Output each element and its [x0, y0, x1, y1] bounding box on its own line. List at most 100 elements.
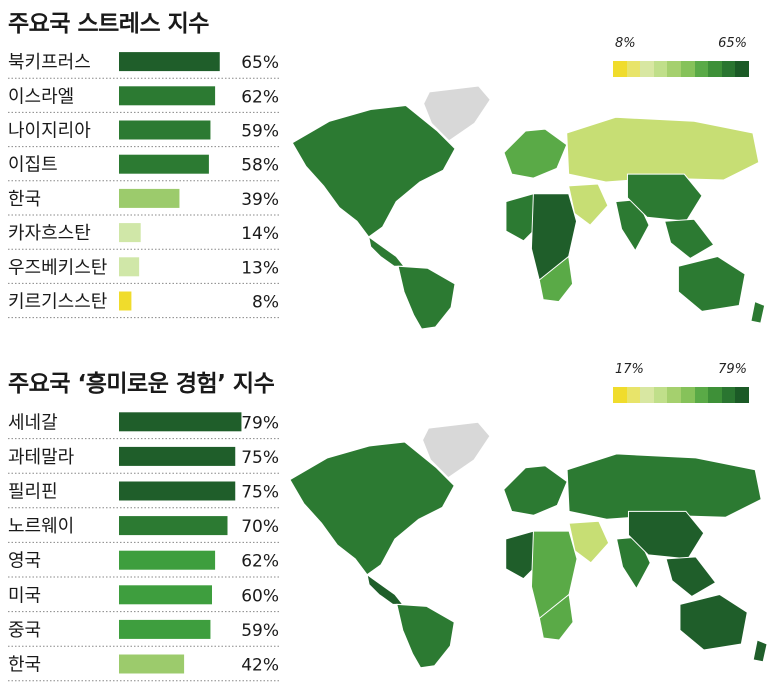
legend-swatch — [680, 61, 695, 77]
map-region — [566, 453, 762, 520]
legend-min-label: 17% — [615, 362, 644, 377]
category-label: 우즈베키스탄 — [8, 257, 107, 278]
legend-swatch — [721, 387, 736, 403]
bar — [119, 86, 216, 106]
legend-swatch — [694, 387, 709, 403]
experience-bar-chart: 세네갈 79% 과테말라 75% 필리핀 75% 노르웨이 70% 영국 62% 미국 60% 중국 59… — [8, 412, 280, 682]
category-label: 북키프러스 — [8, 52, 91, 73]
map-region — [505, 193, 540, 242]
legend-swatch — [708, 61, 722, 77]
category-label: 한국 — [8, 655, 41, 676]
map-region — [538, 593, 574, 641]
stress-index-section: 주요국 스트레스 지수 북키프러스 65% 이스라엘 62% 나이지리아 59% 이집트 58… — [0, 0, 775, 330]
world-map-stress — [291, 85, 766, 329]
legend-max-label: 79% — [718, 362, 747, 377]
bar — [119, 481, 236, 501]
category-label: 미국 — [8, 585, 41, 606]
map-region — [566, 116, 760, 183]
category-label: 중국 — [8, 620, 41, 641]
bar — [119, 550, 216, 570]
value-label: 62% — [241, 552, 279, 572]
legend-swatch — [667, 61, 681, 77]
category-label: 세네갈 — [8, 412, 58, 433]
category-label: 이스라엘 — [8, 86, 74, 107]
map-region — [568, 520, 610, 564]
legend-min-label: 8% — [615, 36, 636, 51]
legend-swatch — [667, 387, 681, 403]
category-label: 영국 — [8, 551, 41, 572]
world-map-experience — [289, 421, 768, 669]
bar — [119, 516, 228, 536]
stress-legend: 8% 65% — [613, 36, 753, 86]
legend-swatch — [613, 61, 627, 77]
value-label: 8% — [252, 293, 279, 313]
legend-swatch — [626, 387, 641, 403]
legend-swatch — [640, 387, 654, 403]
value-label: 75% — [241, 448, 279, 468]
category-label: 과테말라 — [8, 447, 75, 468]
map-region — [503, 465, 568, 516]
category-label: 한국 — [8, 189, 41, 210]
legend-swatch — [721, 61, 736, 77]
bar — [119, 412, 242, 432]
value-label: 42% — [241, 656, 279, 676]
bar — [119, 446, 236, 466]
map-region — [679, 593, 748, 651]
legend-swatch — [735, 387, 749, 403]
legend-color-scale — [613, 61, 749, 77]
map-region — [397, 265, 456, 329]
legend-swatch — [626, 61, 641, 77]
legend-swatch — [708, 387, 722, 403]
bar — [119, 188, 180, 208]
map-region — [505, 530, 540, 580]
map-region — [368, 235, 406, 267]
experience-title: 주요국 ‘흥미로운 경험’ 지수 — [8, 371, 275, 397]
legend-swatch — [680, 387, 695, 403]
stress-bar-chart: 북키프러스 65% 이스라엘 62% 나이지리아 59% 이집트 58% 한국 39% 카자흐스탄 1… — [8, 52, 280, 319]
value-label: 58% — [241, 156, 279, 176]
value-label: 60% — [241, 586, 279, 606]
value-label: 39% — [241, 190, 279, 210]
value-label: 62% — [241, 87, 279, 107]
experience-legend: 17% 79% — [613, 362, 753, 412]
map-region — [422, 421, 491, 479]
value-label: 59% — [241, 621, 279, 641]
interesting-experience-section: 주요국 ‘흥미로운 경험’ 지수 세네갈 79% 과테말라 75% 필리핀 75% 노르웨이… — [0, 352, 775, 687]
bar — [119, 585, 212, 605]
map-region — [677, 255, 746, 312]
category-label: 나이지리아 — [8, 121, 91, 142]
bar — [119, 154, 209, 174]
legend-swatch — [735, 61, 749, 77]
map-region — [289, 441, 455, 576]
bar — [119, 52, 220, 72]
map-region — [664, 218, 715, 260]
category-label: 필리핀 — [8, 482, 58, 503]
legend-color-scale — [613, 387, 749, 403]
value-label: 13% — [241, 258, 279, 278]
map-region — [423, 85, 491, 142]
category-label: 노르웨이 — [8, 516, 74, 537]
value-label: 59% — [241, 122, 279, 142]
map-region — [665, 556, 717, 598]
value-label: 14% — [241, 224, 279, 244]
bar — [119, 654, 185, 674]
map-region — [503, 128, 568, 179]
legend-swatch — [640, 61, 654, 77]
legend-max-label: 65% — [718, 36, 747, 51]
value-label: 79% — [241, 413, 279, 433]
map-region — [291, 105, 456, 238]
map-region — [568, 183, 609, 226]
value-label: 65% — [241, 53, 279, 73]
bar — [119, 291, 132, 311]
map-region — [538, 255, 574, 303]
bar — [119, 257, 140, 277]
category-label: 이집트 — [8, 155, 58, 176]
category-label: 카자흐스탄 — [8, 223, 91, 244]
bar — [119, 619, 211, 639]
bar — [119, 120, 211, 140]
legend-swatch — [613, 387, 627, 403]
map-region — [750, 300, 766, 324]
value-label: 70% — [241, 517, 279, 537]
map-region — [366, 573, 404, 605]
legend-swatch — [694, 61, 709, 77]
